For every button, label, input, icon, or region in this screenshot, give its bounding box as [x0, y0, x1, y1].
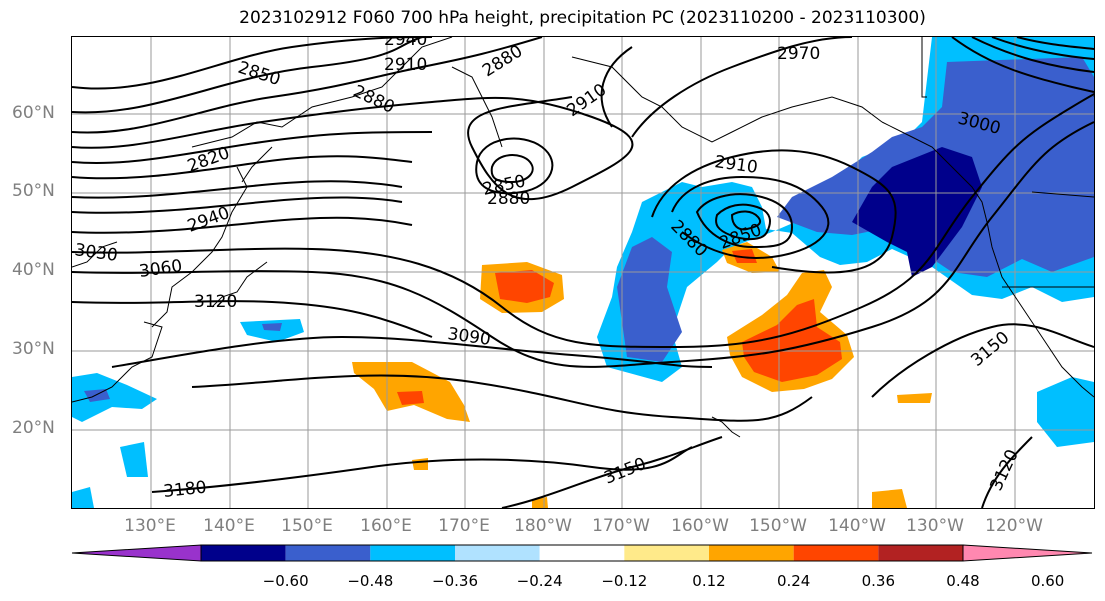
contour-label: 3120 [986, 446, 1022, 494]
colorbar-cell [285, 545, 371, 561]
contour-label: 3150 [967, 328, 1013, 371]
contour-label: 3180 [162, 478, 207, 502]
map-title: 2023102912 F060 700 hPa height, precipit… [239, 8, 926, 28]
precip-negative-region [120, 442, 148, 477]
lon-label-170w: 170°W [592, 516, 650, 536]
lon-label-140w: 140°W [828, 516, 886, 536]
colorbar-tick-label: −0.48 [347, 572, 394, 590]
contour-label: 2880 [487, 189, 530, 209]
precip-negative-region [72, 373, 157, 422]
lat-label-50n: 50°N [12, 181, 55, 201]
colorbar-tick-label: 0.12 [692, 572, 726, 590]
colorbar-cell [624, 545, 709, 561]
contour-label: 2880 [350, 81, 398, 117]
precip-positive-region [732, 249, 757, 263]
colorbar-cell [793, 545, 879, 561]
lon-label-150e: 150°E [281, 516, 333, 536]
contour-label: 2880 [479, 41, 526, 81]
precip-positive-region [495, 270, 554, 303]
graticule [72, 37, 1094, 508]
colorbar [71, 544, 1093, 562]
colorbar-tick-label: 0.48 [946, 572, 980, 590]
precip-negative-region [262, 323, 282, 331]
contour-label: 3060 [138, 256, 184, 282]
contour-label: 3090 [446, 324, 492, 350]
colorbar-tick-label: −0.12 [601, 572, 648, 590]
colorbar-extend-low [71, 544, 202, 562]
lat-label-20n: 20°N [12, 418, 55, 438]
lat-label-60n: 60°N [12, 103, 55, 123]
map-canvas: 2850 2910 2880 2940 2970 2820 2880 2910 … [72, 37, 1094, 508]
lon-label-180w: 180°W [514, 516, 572, 536]
colorbar-tick-label: −0.24 [516, 572, 563, 590]
contour-label: 2940 [384, 37, 427, 50]
contour-label: 2850 [235, 58, 282, 90]
precip-negative-region [852, 147, 982, 277]
colorbar-tick-label: −0.36 [432, 572, 478, 590]
contour-label: 3150 [601, 454, 649, 489]
lat-label-40n: 40°N [12, 260, 55, 280]
precip-negative-region [1037, 377, 1094, 447]
colorbar-extend-high [962, 544, 1093, 562]
precip-positive-region [872, 489, 907, 508]
lon-label-150w: 150°W [749, 516, 807, 536]
lon-label-170e: 170°E [438, 516, 490, 536]
lon-label-160e: 160°E [360, 516, 412, 536]
colorbar-frame [200, 544, 964, 562]
map-panel: 2850 2910 2880 2940 2970 2820 2880 2910 … [71, 36, 1095, 509]
colorbar-cell [709, 545, 794, 561]
contour-label: 2970 [777, 44, 820, 64]
lon-label-130e: 130°E [124, 516, 176, 536]
precip-positive-region [412, 458, 428, 470]
height-contours [72, 37, 1094, 508]
precip-negative-region [617, 237, 682, 362]
lon-label-160w: 160°W [671, 516, 729, 536]
colorbar-cell [539, 545, 625, 561]
contour-label-layer: 2850 2910 2880 2940 2970 2820 2880 2910 … [73, 37, 1023, 502]
precip-positive-region [897, 393, 932, 403]
contour-label: 2820 [185, 143, 232, 177]
colorbar-cell [455, 545, 540, 561]
precip-positive-region [397, 391, 424, 405]
contour-label: 2910 [384, 55, 427, 75]
colorbar-cell [370, 545, 455, 561]
precip-negative-region [72, 487, 94, 508]
colorbar-tick-label: 0.36 [861, 572, 896, 590]
colorbar-cell [878, 545, 963, 561]
precip-negative-region [84, 389, 110, 402]
colorbar-tick-label: 0.24 [776, 572, 811, 590]
contour-label: 2910 [713, 152, 759, 178]
contour-label: 3120 [194, 292, 237, 312]
lon-label-120w: 120°W [985, 516, 1043, 536]
lon-label-140e: 140°E [203, 516, 255, 536]
lon-label-130w: 130°W [906, 516, 964, 536]
colorbar-cell [201, 545, 286, 561]
colorbar-tick-label: −0.60 [262, 572, 309, 590]
lat-label-30n: 30°N [12, 339, 55, 359]
coastlines [72, 37, 1094, 438]
colorbar-tick-label: 0.60 [1030, 572, 1065, 590]
precip-positive-region [742, 299, 842, 382]
